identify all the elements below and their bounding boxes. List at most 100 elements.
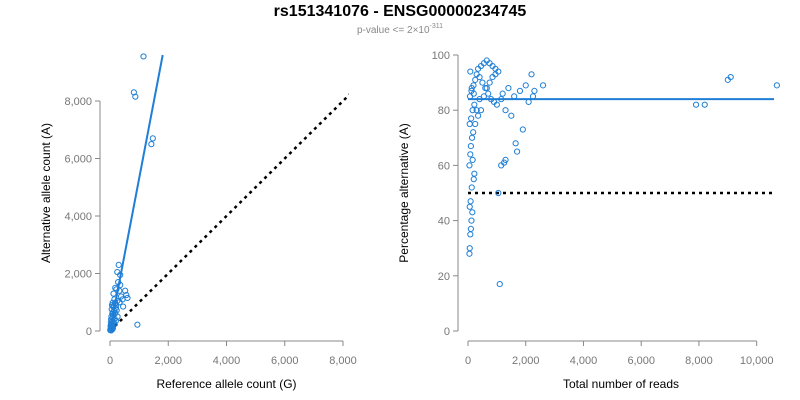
pvalue-exponent: -311: [429, 23, 444, 30]
data-point: [148, 141, 155, 148]
y-axis-label: Alternative allele count (A): [39, 123, 53, 263]
data-point: [479, 79, 486, 86]
data-point: [499, 90, 506, 97]
data-point: [496, 280, 503, 288]
chart-title: rs151341076 - ENSG00000234745: [273, 3, 527, 20]
y-tick-label: 40: [438, 216, 450, 228]
data-point: [113, 286, 120, 293]
data-point: [466, 245, 473, 252]
data-point: [469, 209, 476, 216]
data-point: [692, 101, 700, 108]
data-point: [477, 107, 485, 114]
data-point: [485, 90, 492, 97]
data-point: [132, 93, 139, 100]
left-scatter-panel: 0 2,000 4,000 6,000 8,000 0 2,000 4,000 6,000 8,0…: [39, 53, 357, 391]
data-point: [468, 115, 475, 122]
x-tick-label: 6,000: [627, 355, 655, 367]
data-point: [508, 112, 515, 119]
data-point: [467, 231, 474, 238]
x-tick-label: 2,000: [512, 355, 540, 367]
y-tick-label: 80: [438, 105, 450, 117]
y-tick-label: 4,000: [64, 211, 92, 223]
data-point: [522, 82, 529, 89]
data-point: [724, 76, 731, 83]
data-point: [467, 68, 474, 75]
data-point: [473, 107, 480, 114]
x-tick-label: 4,000: [570, 355, 598, 367]
y-tick-label: 20: [438, 271, 450, 283]
x-tick-label: 10,000: [740, 355, 774, 367]
y-tick-label: 6,000: [64, 154, 92, 166]
data-point: [469, 107, 476, 114]
data-point: [466, 203, 473, 210]
data-point: [471, 170, 478, 177]
data-point: [472, 76, 479, 83]
x-tick-label: 4,000: [213, 355, 241, 367]
data-point: [495, 68, 502, 75]
data-point: [519, 126, 526, 133]
chart-subtitle: p-value <= 2×10-311: [0, 23, 800, 36]
data-point: [495, 189, 502, 197]
right-scatter-panel: 0 2,000 4,000 6,000 8,000 10,000 0 20 40 60 80 100 T…: [397, 50, 780, 391]
data-point: [516, 87, 524, 94]
data-point: [467, 225, 474, 232]
data-point: [134, 321, 141, 328]
data-point: [466, 120, 473, 128]
fit-line: [109, 54, 164, 332]
x-tick-label: 0: [465, 355, 471, 367]
plot-area: [466, 57, 780, 288]
data-point: [115, 261, 122, 268]
plot-area: [107, 53, 349, 334]
data-point: [110, 290, 117, 297]
y-tick-label: 100: [432, 50, 450, 62]
data-point: [483, 85, 490, 92]
y-tick-label: 8,000: [64, 96, 92, 108]
data-point: [466, 250, 473, 257]
data-point: [468, 85, 475, 92]
pvalue-text: p-value <= 2×10: [356, 25, 430, 36]
data-point: [528, 71, 535, 78]
data-point: [149, 135, 156, 142]
data-point: [140, 53, 147, 60]
data-point: [466, 162, 473, 169]
data-point: [469, 156, 476, 163]
x-tick-label: 8,000: [329, 355, 357, 367]
data-point: [486, 79, 493, 86]
data-point: [470, 176, 477, 183]
data-point: [470, 129, 477, 136]
y-axis-label: Percentage alternative (A): [397, 123, 411, 262]
y-tick-label: 2,000: [64, 269, 92, 281]
data-point: [512, 140, 519, 147]
data-point: [513, 148, 521, 155]
data-point: [701, 101, 708, 108]
data-point: [467, 198, 474, 205]
x-axis-label: Reference allele count (G): [156, 377, 296, 391]
data-point: [467, 142, 474, 150]
data-point: [122, 287, 129, 294]
data-point: [539, 82, 547, 89]
data-point: [531, 87, 538, 94]
data-point: [471, 101, 478, 108]
data-point: [502, 107, 509, 114]
y-tick-label: 0: [444, 326, 450, 338]
data-point: [470, 90, 477, 97]
x-tick-label: 6,000: [271, 355, 299, 367]
data-point: [468, 217, 475, 224]
x-tick-label: 8,000: [685, 355, 713, 367]
reference-line: [109, 93, 349, 332]
data-point: [468, 134, 476, 141]
data-point: [467, 151, 474, 158]
data-point: [505, 85, 512, 92]
data-point: [472, 120, 479, 128]
x-axis-label: Total number of reads: [563, 377, 679, 391]
data-point: [493, 101, 500, 108]
y-tick-label: 60: [438, 160, 450, 172]
data-point: [476, 73, 483, 81]
data-point: [773, 82, 780, 89]
y-tick-label: 0: [86, 326, 92, 338]
data-point: [502, 156, 509, 163]
x-tick-label: 0: [107, 355, 113, 367]
data-point: [120, 303, 127, 310]
x-tick-label: 2,000: [154, 355, 182, 367]
